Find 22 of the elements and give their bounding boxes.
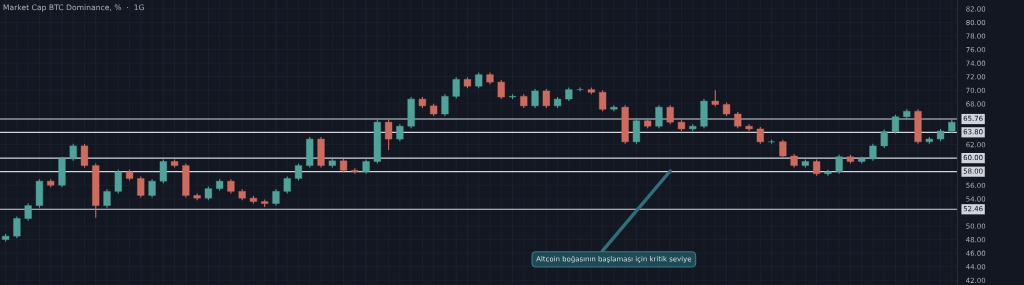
candlestick	[385, 119, 393, 151]
candlestick	[103, 188, 111, 209]
candlestick	[835, 154, 843, 175]
candlestick	[655, 104, 663, 129]
candlestick	[880, 129, 888, 149]
candlestick	[531, 88, 539, 109]
candlestick	[666, 104, 674, 125]
candlestick	[779, 139, 787, 159]
candlestick	[452, 76, 460, 99]
candlestick	[632, 118, 641, 145]
candlestick	[542, 88, 550, 109]
candlestick	[114, 169, 122, 194]
candlestick	[576, 86, 584, 93]
candlestick	[13, 215, 21, 239]
candlestick	[891, 114, 900, 135]
candlestick	[497, 79, 505, 100]
candlestick	[441, 93, 449, 117]
candlestick	[159, 158, 167, 184]
candlestick	[599, 89, 607, 112]
candlestick	[80, 143, 89, 169]
candlestick	[137, 175, 145, 199]
candlestick	[148, 178, 156, 199]
